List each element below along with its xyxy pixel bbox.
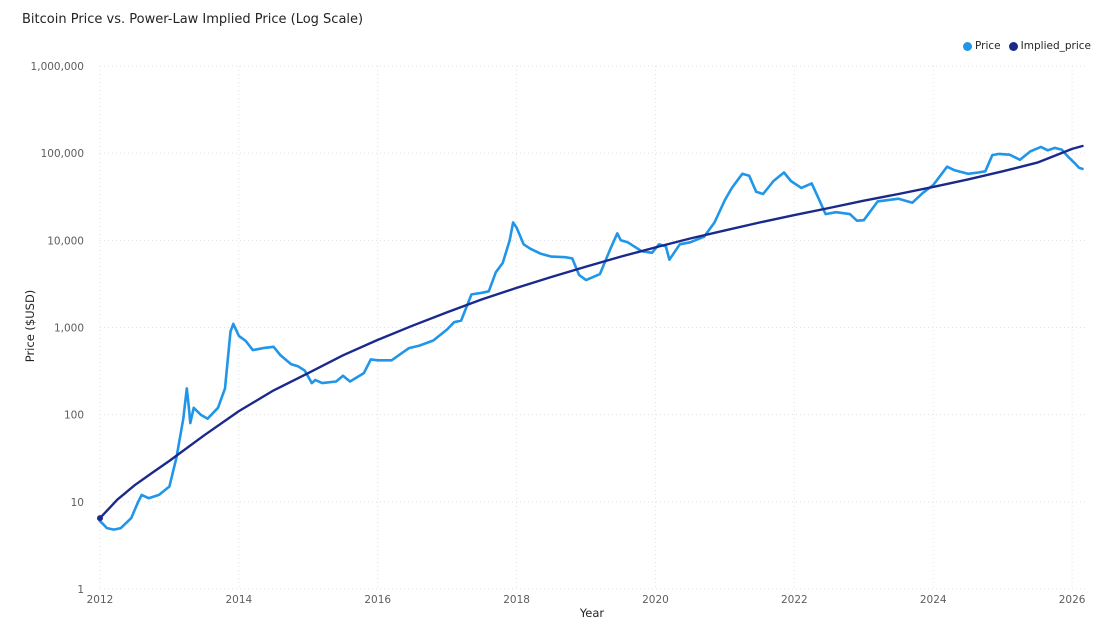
legend-label-implied-price: Implied_price (1020, 40, 1091, 52)
gridlines (99, 65, 1086, 590)
y-axis-ticks: 1 10 100 1,000 10,000 100,000 1,000,000 (31, 61, 84, 596)
y-tick-label: 1 (77, 584, 84, 596)
y-tick-label: 100,000 (41, 148, 84, 160)
series-group (97, 144, 1084, 531)
legend-item-price[interactable]: Price (963, 40, 1001, 52)
legend[interactable]: Price Implied_price (963, 40, 1091, 52)
y-tick-label: 1,000 (54, 323, 84, 335)
x-tick-label: 2024 (920, 594, 947, 606)
x-tick-label: 2018 (503, 594, 530, 606)
x-axis-ticks: 2012 2014 2016 2018 2020 2022 2024 2026 (87, 594, 1086, 606)
x-tick-label: 2014 (226, 594, 253, 606)
x-tick-label: 2022 (781, 594, 808, 606)
legend-label-price: Price (975, 40, 1001, 52)
legend-item-implied-price[interactable]: Implied_price (1008, 40, 1091, 52)
legend-marker-price (963, 41, 973, 51)
series-line-price[interactable] (98, 145, 1084, 531)
y-axis-title: Price ($USD) (23, 290, 37, 363)
y-tick-label: 1,000,000 (31, 61, 84, 73)
y-tick-label: 10,000 (47, 235, 84, 247)
x-tick-label: 2026 (1059, 594, 1086, 606)
chart-title: Bitcoin Price vs. Power-Law Implied Pric… (22, 12, 364, 27)
x-axis-title: Year (579, 606, 605, 620)
x-tick-label: 2020 (642, 594, 669, 606)
x-tick-label: 2016 (364, 594, 391, 606)
implied-price-start-point (97, 515, 103, 522)
x-tick-label: 2012 (87, 594, 114, 606)
y-tick-label: 100 (64, 410, 84, 422)
series-line-implied-price[interactable] (98, 144, 1084, 520)
y-tick-label: 10 (71, 497, 84, 509)
legend-marker-implied-price (1008, 41, 1018, 51)
